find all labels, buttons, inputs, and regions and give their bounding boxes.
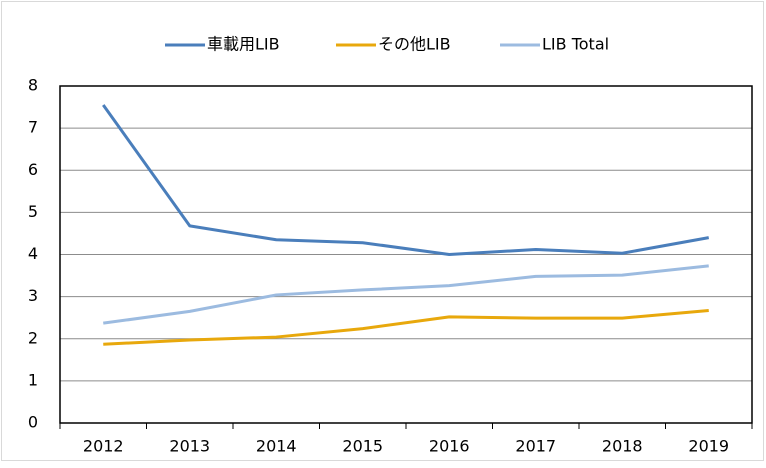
x-tick-label: 2015 <box>342 437 383 456</box>
x-tick-label: 2013 <box>169 437 210 456</box>
y-tick-label: 3 <box>28 286 38 305</box>
series-line <box>103 309 709 346</box>
y-tick-label: 2 <box>28 328 38 347</box>
x-tick-label: 2012 <box>83 437 124 456</box>
legend-label: その他LIB <box>378 35 451 54</box>
y-tick-label: 1 <box>28 370 38 389</box>
chart-border <box>1 1 764 461</box>
y-tick-label: 5 <box>28 202 38 221</box>
y-tick-label: 6 <box>28 160 38 179</box>
x-tick-label: 2016 <box>429 437 470 456</box>
series-line <box>103 264 709 325</box>
y-tick-label: 7 <box>28 118 38 137</box>
y-tick-label: 8 <box>28 76 38 95</box>
x-tick-label: 2017 <box>515 437 556 456</box>
series-line <box>102 104 710 256</box>
legend-label: 車載用LIB <box>207 35 280 54</box>
x-tick-label: 2014 <box>256 437 297 456</box>
y-tick-label: 0 <box>28 413 38 432</box>
x-tick-label: 2019 <box>688 437 729 456</box>
legend-label: LIB Total <box>542 35 609 54</box>
y-tick-label: 4 <box>28 244 38 263</box>
x-tick-label: 2018 <box>602 437 643 456</box>
